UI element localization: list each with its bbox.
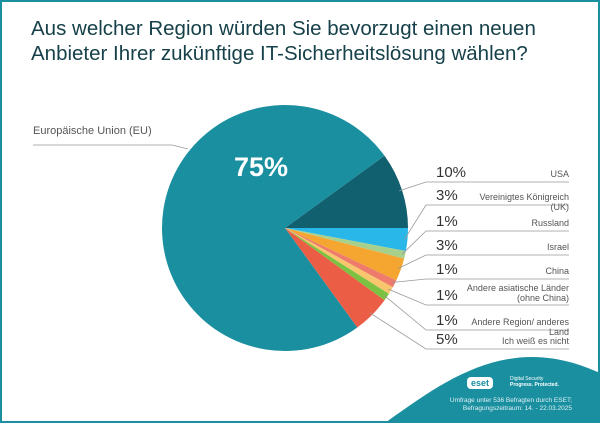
slice-label: Israel bbox=[546, 242, 569, 252]
eset-logo: eset bbox=[467, 377, 494, 389]
eu-label: Europäische Union (EU) bbox=[33, 125, 152, 137]
pie-slice bbox=[285, 228, 408, 252]
slice-value-label: 3% bbox=[436, 237, 458, 254]
survey-note-1: Umfrage unter 536 Befragten durch ESET; bbox=[449, 397, 572, 404]
pie-slice bbox=[285, 228, 406, 259]
eu-value-label: 75% bbox=[234, 152, 289, 182]
slice-label: Andere asiatische Länder (ohne China) bbox=[466, 283, 569, 303]
slice-label: Vereinigtes Königreich (UK) bbox=[479, 192, 569, 212]
survey-note-2: Befragungszeitraum: 14. - 22.03.2025 bbox=[462, 405, 572, 412]
slice-value-label: 1% bbox=[436, 287, 458, 304]
pie-slice bbox=[285, 228, 385, 328]
pie-slice bbox=[285, 228, 405, 281]
leader-line bbox=[399, 181, 569, 192]
leader-line bbox=[404, 204, 569, 240]
tagline-1: Digital Security bbox=[510, 376, 544, 382]
leader-line bbox=[401, 230, 569, 255]
slice-value-label: 5% bbox=[436, 331, 458, 348]
footer-wave bbox=[387, 357, 598, 421]
slice-label: Ich weiß es nicht bbox=[501, 336, 569, 346]
tagline: Digital Security Progress. Protected. bbox=[510, 376, 559, 388]
pie-slice bbox=[285, 155, 408, 228]
slice-label: China bbox=[545, 266, 569, 276]
slice-value-label: 1% bbox=[436, 261, 458, 278]
pie-slice bbox=[285, 228, 389, 301]
chart-title: Aus welcher Region würden Sie bevorzugt … bbox=[31, 17, 536, 65]
slice-value-label: 1% bbox=[436, 312, 458, 329]
leader-line bbox=[369, 312, 569, 350]
pie-slice bbox=[161, 104, 385, 351]
leader-line bbox=[33, 144, 189, 150]
survey-note: Umfrage unter 536 Befragten durch ESET; B… bbox=[442, 397, 572, 413]
slice-value-label: 1% bbox=[436, 213, 458, 230]
pie-slice bbox=[285, 228, 393, 294]
leader-line bbox=[383, 295, 569, 331]
tagline-2: Progress. Protected. bbox=[510, 382, 559, 388]
slice-label: Russland bbox=[531, 218, 569, 228]
leader-line bbox=[391, 278, 569, 283]
slice-value-label: 3% bbox=[436, 187, 458, 204]
slice-label: Andere Region/ anderes Land bbox=[471, 317, 569, 337]
slice-label: USA bbox=[550, 169, 569, 179]
leader-line bbox=[397, 254, 569, 270]
leader-line bbox=[388, 288, 569, 306]
slice-value-label: 10% bbox=[436, 164, 467, 181]
pie-slice bbox=[285, 228, 397, 288]
